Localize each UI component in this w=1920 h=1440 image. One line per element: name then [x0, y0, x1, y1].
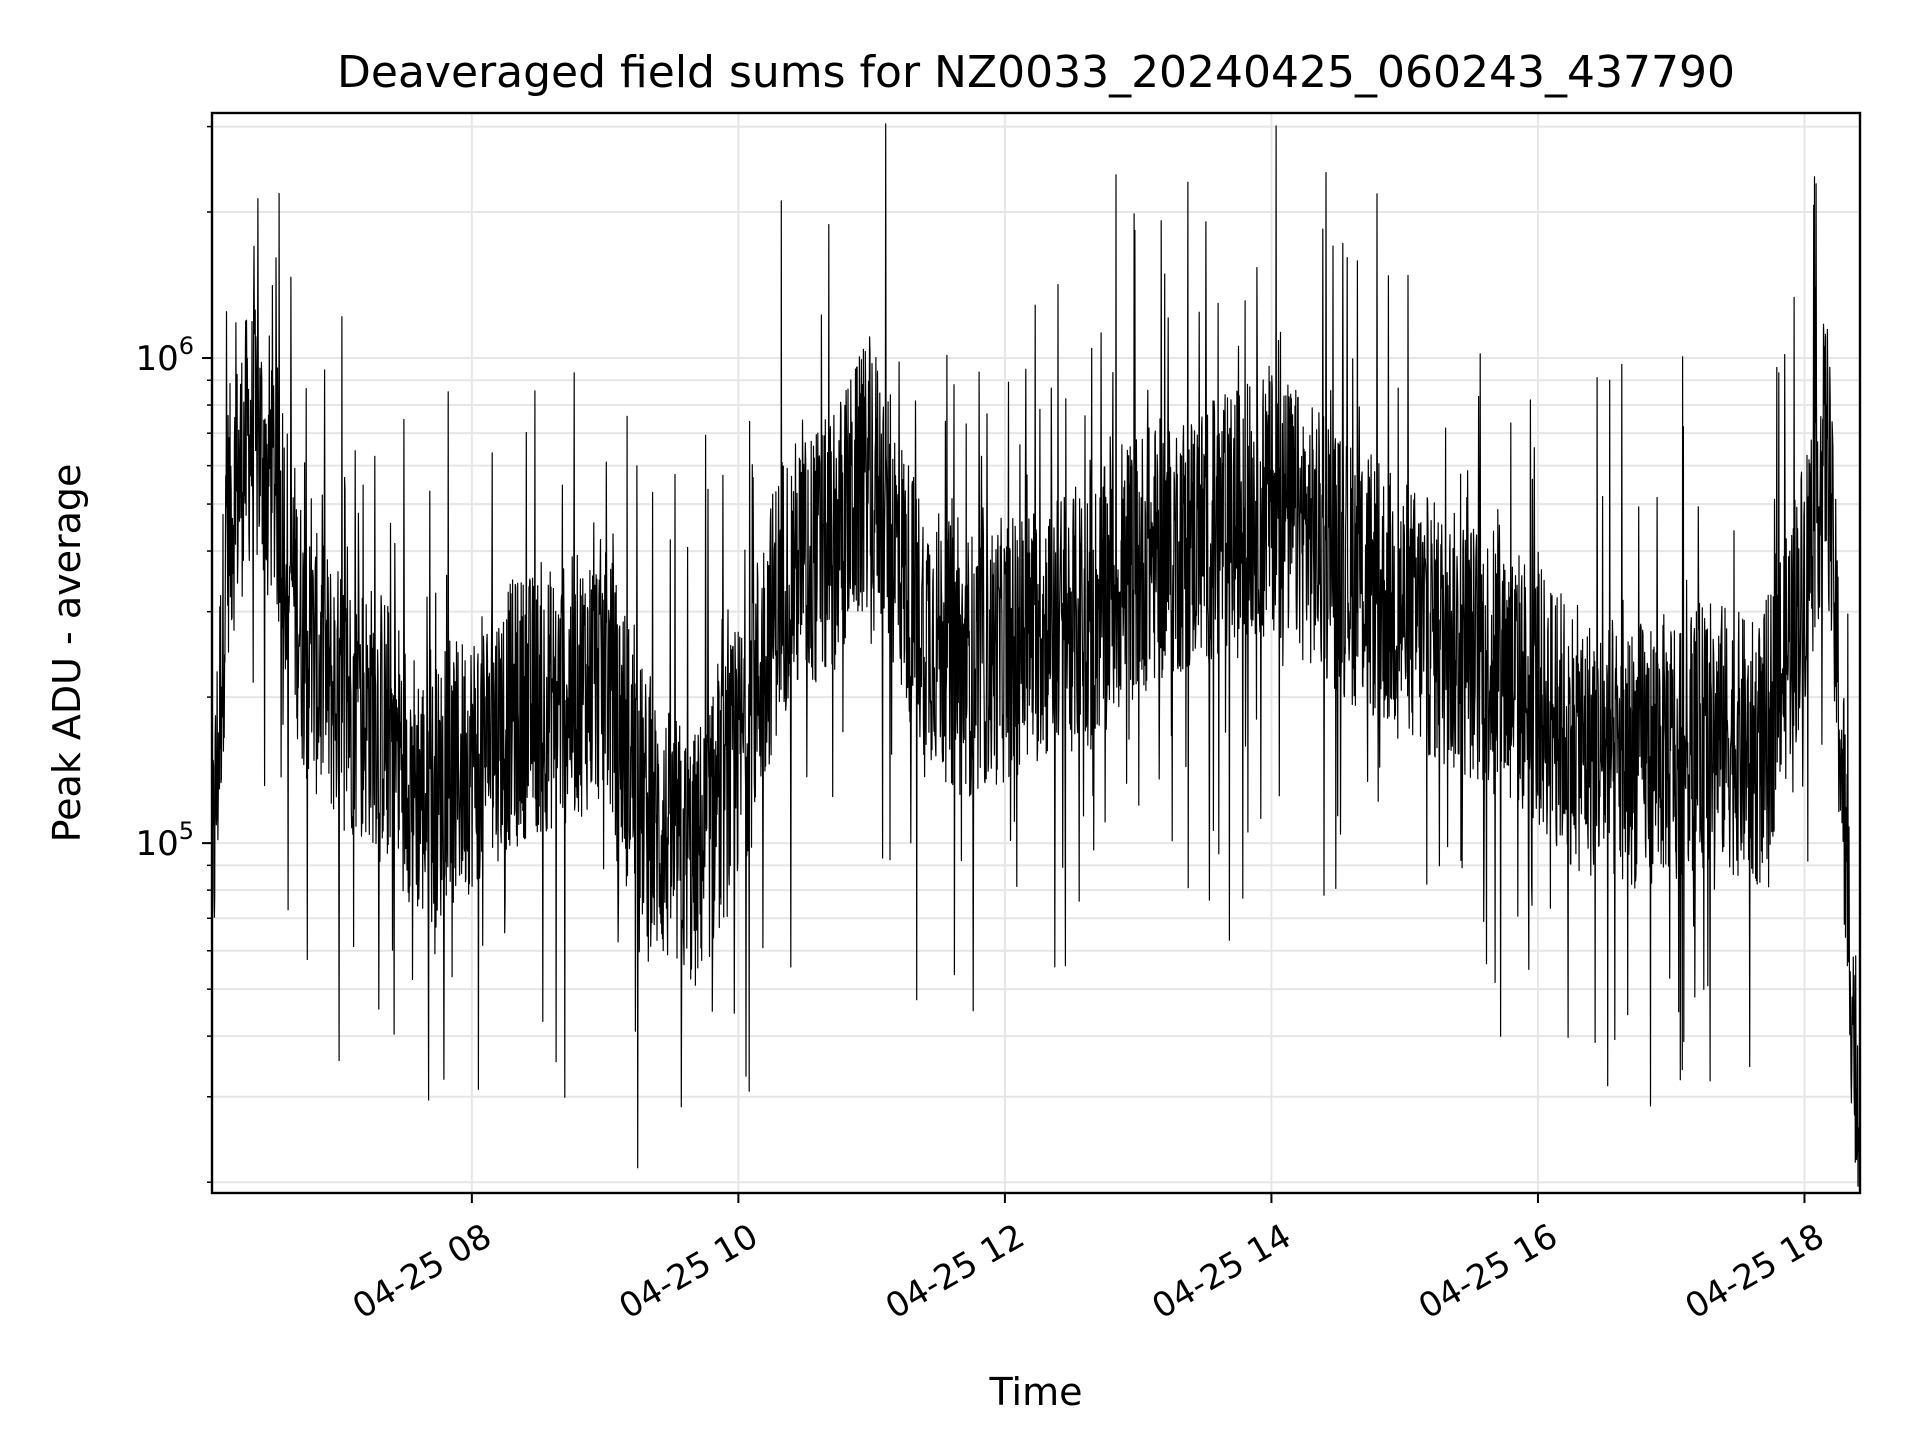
x-tick-label: 04-25 08: [346, 1216, 498, 1327]
x-tick-label: 04-25 18: [1679, 1216, 1831, 1327]
y-tick-exponent: 5: [179, 817, 194, 845]
y-tick-exponent: 6: [179, 332, 194, 360]
y-tick-base: 10: [135, 824, 178, 864]
y-axis-label: Peak ADU - average: [45, 464, 89, 843]
x-tick-label: 04-25 16: [1412, 1216, 1564, 1327]
chart-title: Deaveraged field sums for NZ0033_2024042…: [337, 47, 1735, 98]
x-tick-label: 04-25 10: [612, 1216, 764, 1327]
x-tick-label: 04-25 12: [879, 1216, 1031, 1327]
series-line: [211, 123, 1861, 1187]
y-tick-label: 105: [135, 817, 194, 864]
x-axis: 04-25 08 04-25 10 04-25 12 04-25 14 04-25 16…: [346, 1193, 1831, 1327]
y-tick-label: 106: [135, 332, 194, 379]
x-axis-label: Time: [989, 1370, 1083, 1414]
plot-frame: [210, 111, 1862, 1195]
x-tick-label: 04-25 14: [1146, 1216, 1298, 1327]
y-tick-base: 10: [135, 339, 178, 379]
